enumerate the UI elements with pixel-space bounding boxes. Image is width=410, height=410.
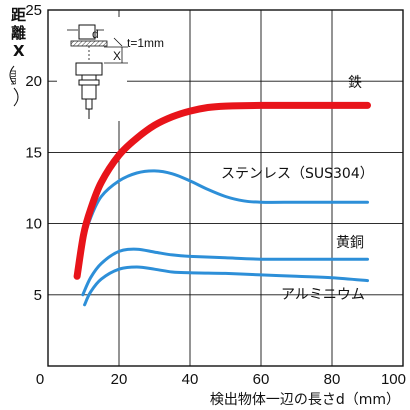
sensor-nut <box>78 79 100 86</box>
y-axis-unit: mm <box>9 70 19 85</box>
y-axis-label-char-2: 離 <box>11 24 26 42</box>
x-tick-label: 100 <box>381 371 406 388</box>
x-tick-label: 60 <box>253 371 270 388</box>
series-label-iron: 鉄 <box>348 75 362 91</box>
y-axis-label-char-3: X <box>13 42 25 60</box>
t-leader <box>113 37 123 47</box>
y-tick-label: 20 <box>25 73 42 90</box>
target-square <box>78 24 96 40</box>
sensor-body <box>81 74 97 100</box>
series-label-aluminum: アルミニウム <box>281 287 365 303</box>
target-plate <box>70 40 108 47</box>
y-unit-open-paren <box>9 65 15 85</box>
y-tick-label: 25 <box>25 2 42 19</box>
inset-d-label: d <box>92 27 99 41</box>
sensor-inset-diagram: d X t=1mm <box>57 17 164 121</box>
inset-t-label: t=1mm <box>127 36 164 50</box>
series-line-aluminum <box>83 265 369 307</box>
series-line-iron <box>73 101 371 280</box>
y-unit-close-paren <box>13 87 19 107</box>
y-tick-labels: 5 10 15 20 25 <box>25 2 42 304</box>
series-line-stainless <box>75 169 369 278</box>
x-tick-label: 20 <box>111 371 128 388</box>
series-line-brass <box>81 247 369 297</box>
y-tick-label: 10 <box>25 216 42 233</box>
series-label-brass: 黄銅 <box>336 234 364 251</box>
x-axis-label: 検出物体一辺の長さd（mm） <box>210 392 400 408</box>
sensor-cable <box>85 98 93 110</box>
x-tick-label: 80 <box>324 371 341 388</box>
y-tick-label: 15 <box>25 144 42 161</box>
plot-frame <box>47 9 404 367</box>
x-tick-label: 0 <box>36 371 44 388</box>
series-label-stainless: ステンレス（SUS304） <box>221 166 374 182</box>
y-axis-label-char-1: 距 <box>11 6 26 24</box>
inset-x-label: X <box>113 49 121 63</box>
sensor-head <box>75 62 103 76</box>
x-tick-labels: 0 20 40 60 80 100 <box>36 371 406 388</box>
y-tick-label: 5 <box>34 287 42 304</box>
x-tick-label: 40 <box>182 371 199 388</box>
